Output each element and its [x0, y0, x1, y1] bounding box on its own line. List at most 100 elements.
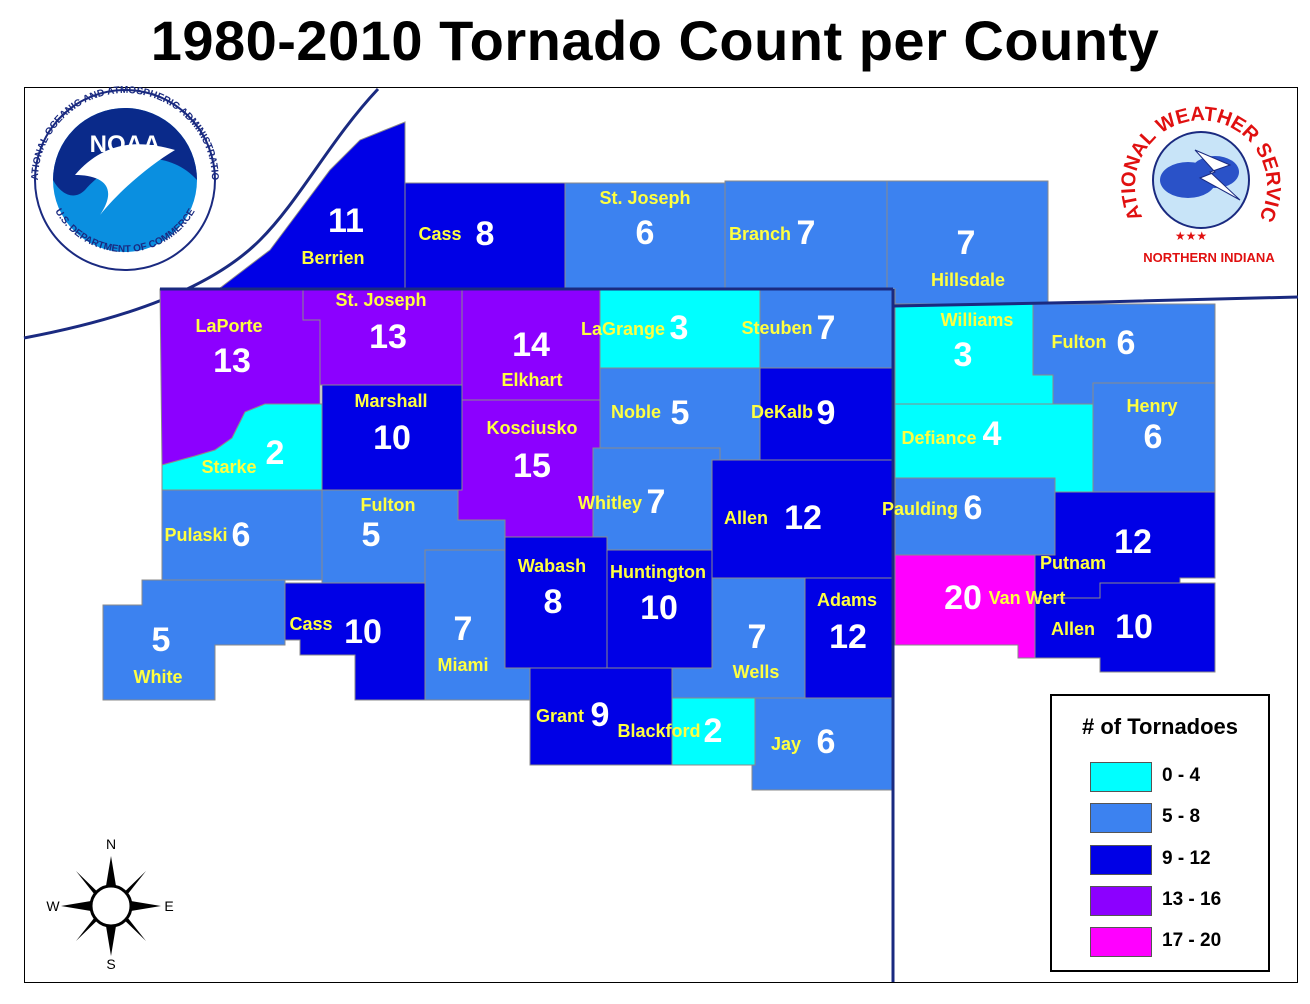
- county-name-label: Paulding: [882, 499, 958, 519]
- county-count-label: 6: [636, 214, 655, 252]
- county-name-label: Noble: [611, 402, 661, 422]
- county-name-label: St. Joseph: [335, 290, 426, 310]
- county-name-label: Cass: [289, 614, 332, 634]
- county-count-label: 2: [266, 434, 285, 472]
- county-count-label: 7: [647, 483, 666, 521]
- county-name-label: Marshall: [354, 391, 427, 411]
- county-name-label: Blackford: [617, 721, 700, 741]
- legend-range: 17 - 20: [1162, 930, 1222, 951]
- county-name-label: Cass: [418, 224, 461, 244]
- county-van-wert: [894, 554, 1036, 659]
- nws-office-text: NORTHERN INDIANA: [1143, 250, 1275, 265]
- county-name-label: Henry: [1126, 396, 1177, 416]
- legend: # of Tornadoes 0 - 4 5 - 8 9 - 12 13 - 1…: [1050, 694, 1270, 972]
- county-count-label: 2: [704, 712, 723, 750]
- legend-swatch: [1090, 803, 1152, 833]
- county-count-label: 5: [362, 516, 381, 554]
- noaa-logo-text: NOAA: [90, 131, 161, 158]
- county-count-label: 8: [544, 583, 563, 621]
- legend-swatch: [1090, 886, 1152, 916]
- legend-swatch: [1090, 845, 1152, 875]
- compass-north-label: N: [106, 836, 116, 852]
- county-name-label: Pulaski: [164, 525, 227, 545]
- county-count-label: 6: [964, 489, 983, 527]
- county-white: [102, 579, 286, 701]
- county-count-label: 10: [373, 419, 411, 457]
- county-name-label: Whitley: [578, 493, 642, 513]
- county-count-label: 7: [797, 214, 816, 252]
- county-name-label: Fulton: [1052, 332, 1107, 352]
- county-count-label: 5: [671, 394, 690, 432]
- county-name-label: Kosciusko: [486, 418, 577, 438]
- compass-south-label: S: [106, 956, 115, 972]
- legend-range: 0 - 4: [1162, 765, 1201, 786]
- county-count-label: 12: [829, 618, 867, 656]
- page-title: 1980-2010 Tornado Count per County: [150, 9, 1160, 72]
- county-name-label: Steuben: [741, 318, 812, 338]
- county-count-label: 7: [957, 224, 976, 262]
- county-count-label: 6: [1117, 324, 1136, 362]
- county-count-label: 7: [817, 309, 836, 347]
- county-name-label: Adams: [817, 590, 877, 610]
- county-name-label: LaGrange: [581, 319, 665, 339]
- legend-swatch: [1090, 762, 1152, 792]
- county-name-label: Hillsdale: [931, 270, 1005, 290]
- county-count-label: 9: [591, 696, 610, 734]
- county-name-label: St. Joseph: [599, 188, 690, 208]
- county-allen-oh: [1034, 582, 1216, 673]
- county-count-label: 15: [513, 447, 551, 485]
- county-count-label: 10: [640, 589, 678, 627]
- county-count-label: 6: [1144, 418, 1163, 456]
- county-count-label: 8: [476, 215, 495, 253]
- county-count-label: 3: [954, 336, 973, 374]
- legend-title: # of Tornadoes: [1081, 714, 1239, 739]
- county-name-label: DeKalb: [751, 402, 813, 422]
- county-count-label: 6: [232, 516, 251, 554]
- county-name-label: Van Wert: [989, 588, 1066, 608]
- county-name-label: Fulton: [361, 495, 416, 515]
- county-name-label: Elkhart: [501, 370, 562, 390]
- county-name-label: Putnam: [1040, 553, 1106, 573]
- county-count-label: 11: [328, 202, 364, 240]
- county-count-label: 7: [454, 610, 473, 648]
- county-name-label: Berrien: [301, 248, 364, 268]
- county-name-label: Grant: [536, 706, 584, 726]
- county-name-label: Allen: [724, 508, 768, 528]
- county-name-label: LaPorte: [195, 316, 262, 336]
- county-count-label: 9: [817, 394, 836, 432]
- legend-range: 9 - 12: [1162, 848, 1211, 869]
- county-count-label: 12: [784, 499, 822, 537]
- nws-stars-icon: ★★★: [1175, 229, 1207, 243]
- county-count-label: 3: [670, 309, 689, 347]
- county-name-label: Defiance: [901, 428, 976, 448]
- county-count-label: 4: [983, 415, 1002, 453]
- noaa-logo: NOAA NATIONAL OCEANIC AND ATMOSPHERIC AD…: [0, 0, 220, 271]
- county-count-label: 10: [344, 613, 382, 651]
- legend-range: 13 - 16: [1162, 889, 1222, 910]
- compass-rose-icon: N S E W: [46, 836, 173, 972]
- legend-range: 5 - 8: [1162, 806, 1201, 827]
- ohio-michigan-state-line: [892, 295, 1299, 308]
- county-name-label: Williams: [941, 310, 1014, 330]
- county-count-label: 13: [213, 342, 251, 380]
- county-labels: Berrien 11 Cass 8 St. Joseph 6 Branch 7 Hillsdal…: [134, 188, 1178, 761]
- county-name-label: Starke: [201, 457, 256, 477]
- county-count-label: 12: [1114, 523, 1152, 561]
- compass-west-label: W: [46, 898, 60, 914]
- county-count-label: 5: [152, 621, 171, 659]
- county-count-label: 13: [369, 318, 407, 356]
- county-name-label: Jay: [771, 734, 801, 754]
- compass-east-label: E: [164, 898, 173, 914]
- county-name-label: Allen: [1051, 619, 1095, 639]
- county-name-label: Wells: [733, 662, 780, 682]
- county-count-label: 7: [748, 618, 767, 656]
- county-name-label: Miami: [437, 655, 488, 675]
- legend-swatch: [1090, 927, 1152, 957]
- county-count-label: 10: [1115, 608, 1153, 646]
- map-frame: [24, 87, 1298, 983]
- county-name-label: Huntington: [610, 562, 706, 582]
- county-name-label: White: [134, 667, 183, 687]
- county-name-label: Branch: [729, 224, 791, 244]
- county-count-label: 6: [817, 723, 836, 761]
